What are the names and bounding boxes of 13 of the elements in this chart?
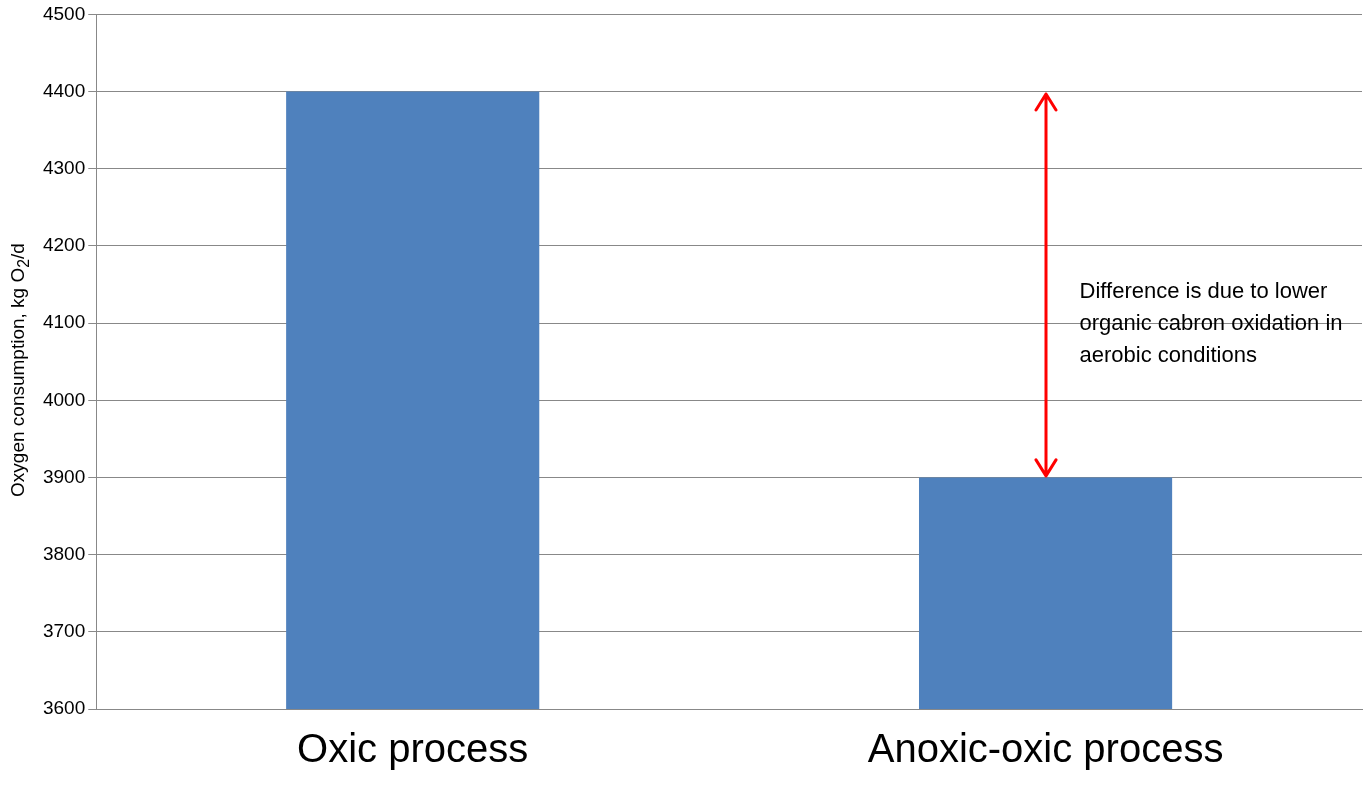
y-tick-label: 3900 (42, 465, 86, 487)
y-tick-label: 4200 (42, 234, 86, 256)
y-tick-label: 3600 (42, 697, 86, 719)
x-tick-label: Oxic process (297, 726, 529, 771)
y-tick-label: 3700 (42, 620, 86, 642)
y-tick-label: 4500 (42, 2, 86, 24)
y-tick-label: 4300 (42, 156, 86, 178)
y-tick-label: 4000 (42, 388, 86, 410)
y-tick-label: 3800 (42, 542, 86, 564)
annotation: Difference is due to lower organic cabron oxidation in aerobic conditions (1079, 277, 1344, 370)
y-tick-label: 4400 (42, 79, 86, 101)
x-tick-label: Anoxic-oxic process (867, 726, 1224, 771)
y-tick-label: 4100 (42, 311, 86, 333)
